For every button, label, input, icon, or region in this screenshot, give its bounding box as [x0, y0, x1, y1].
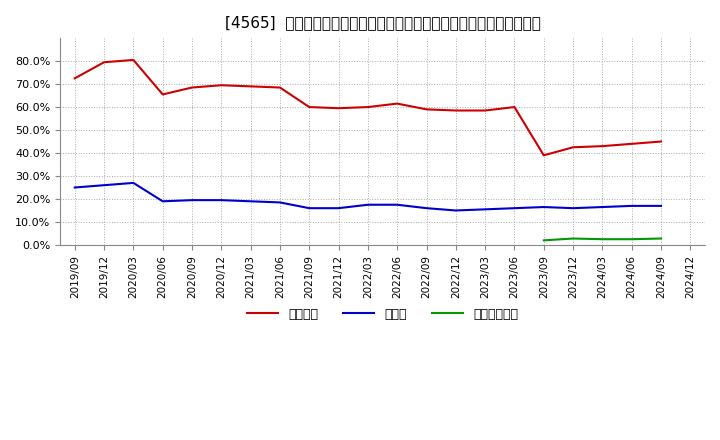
繰延税金資産 [539, 238, 548, 243]
のれん [481, 207, 490, 212]
のれん [422, 205, 431, 211]
のれん [158, 198, 167, 204]
Legend: 自己資本, のれん, 繰延税金資産: 自己資本, のれん, 繰延税金資産 [242, 303, 523, 326]
自己資本 [657, 139, 665, 144]
繰延税金資産 [569, 236, 577, 241]
自己資本 [481, 108, 490, 113]
自己資本 [510, 104, 519, 110]
のれん [100, 183, 109, 188]
のれん [364, 202, 372, 207]
のれん [569, 205, 577, 211]
自己資本 [71, 76, 79, 81]
のれん [71, 185, 79, 190]
自己資本 [627, 141, 636, 147]
自己資本 [364, 104, 372, 110]
自己資本 [158, 92, 167, 97]
自己資本 [217, 83, 225, 88]
繰延税金資産 [657, 236, 665, 241]
自己資本 [246, 84, 255, 89]
自己資本 [422, 107, 431, 112]
自己資本 [276, 85, 284, 90]
自己資本 [188, 85, 197, 90]
のれん [627, 203, 636, 209]
繰延税金資産 [598, 237, 607, 242]
のれん [305, 205, 314, 211]
自己資本 [569, 145, 577, 150]
自己資本 [451, 108, 460, 113]
自己資本 [598, 143, 607, 149]
のれん [598, 205, 607, 210]
のれん [657, 203, 665, 209]
自己資本 [129, 57, 138, 62]
Line: のれん: のれん [75, 183, 661, 210]
自己資本 [334, 106, 343, 111]
Title: [4565]  自己資本、のれん、繰延税金資産の総資産に対する比率の推移: [4565] 自己資本、のれん、繰延税金資産の総資産に対する比率の推移 [225, 15, 541, 30]
自己資本 [539, 153, 548, 158]
のれん [539, 205, 548, 210]
のれん [510, 205, 519, 211]
のれん [129, 180, 138, 186]
のれん [276, 200, 284, 205]
のれん [393, 202, 402, 207]
繰延税金資産 [627, 237, 636, 242]
のれん [188, 198, 197, 203]
のれん [334, 205, 343, 211]
のれん [246, 198, 255, 204]
のれん [217, 198, 225, 203]
自己資本 [100, 59, 109, 65]
Line: 自己資本: 自己資本 [75, 60, 661, 155]
Line: 繰延税金資産: 繰延税金資産 [544, 238, 661, 240]
自己資本 [305, 104, 314, 110]
のれん [451, 208, 460, 213]
自己資本 [393, 101, 402, 106]
